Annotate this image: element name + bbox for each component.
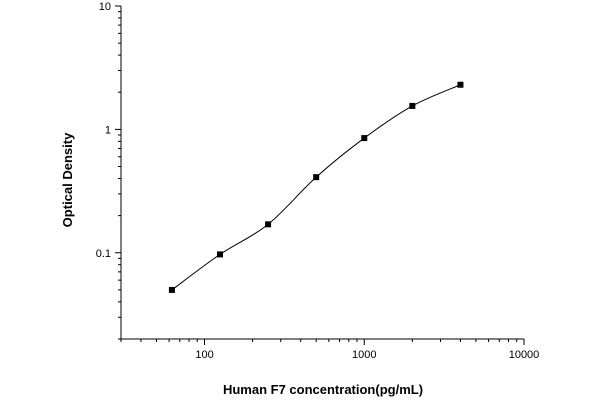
data-point xyxy=(313,174,320,181)
fit-curve xyxy=(171,84,461,291)
x-axis-ticks: 100 1000 10000 xyxy=(120,339,540,361)
data-points xyxy=(168,81,464,293)
data-point xyxy=(361,135,368,142)
data-point xyxy=(265,221,272,228)
y-tick-label: 0.1 xyxy=(96,248,111,260)
x-tick-label: 100 xyxy=(195,349,213,361)
y-tick-label: 1 xyxy=(105,124,111,136)
data-point xyxy=(457,81,464,88)
data-point xyxy=(168,286,175,293)
x-axis-title: Human F7 concentration(pg/mL) xyxy=(223,382,423,397)
y-tick-label: 10 xyxy=(99,1,111,13)
data-point xyxy=(409,102,416,109)
y-axis-title: Optical Density xyxy=(60,132,75,227)
y-axis-ticks: 0.1 1 10 xyxy=(96,1,121,340)
data-point xyxy=(217,251,224,258)
x-tick-label: 10000 xyxy=(509,349,540,361)
plot-area xyxy=(120,6,524,340)
x-tick-label: 1000 xyxy=(352,349,376,361)
